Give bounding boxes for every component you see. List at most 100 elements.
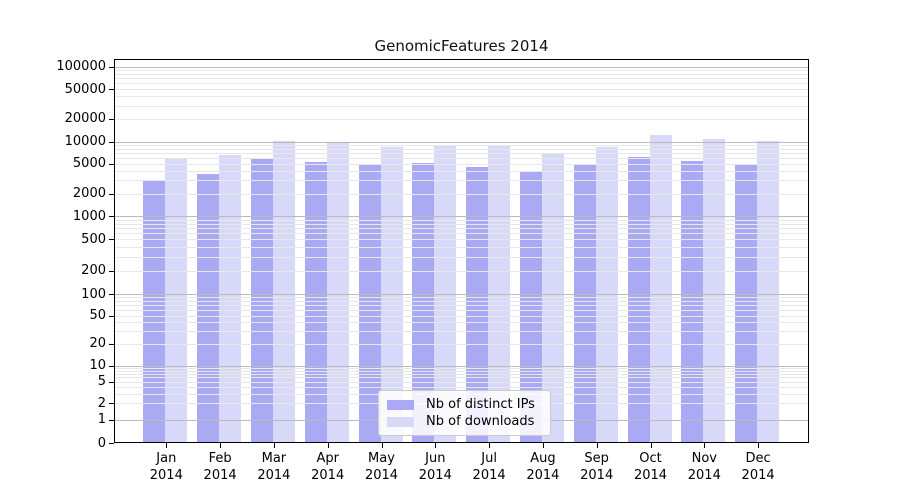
x-tick-mark xyxy=(381,443,383,448)
y-tick-label: 500 xyxy=(81,231,106,247)
bar-distinct-ips-dec xyxy=(735,165,758,443)
y-tick-label: 0 xyxy=(97,435,106,451)
x-tick-mark xyxy=(489,443,491,448)
y-tick-label: 5 xyxy=(97,374,106,390)
x-tick-mark xyxy=(435,443,437,448)
y-tick-mark xyxy=(109,216,114,217)
y-tick-mark xyxy=(109,239,114,241)
bar-distinct-ips-may xyxy=(358,165,381,443)
x-tick-label: Oct 2014 xyxy=(616,450,686,484)
y-tick-mark xyxy=(109,403,114,405)
x-tick-month: Oct xyxy=(639,451,662,466)
x-tick-year: 2014 xyxy=(526,468,560,483)
x-tick-year: 2014 xyxy=(633,468,668,483)
bar-distinct-ips-mar xyxy=(250,158,273,443)
x-tick-label: Feb 2014 xyxy=(185,450,255,484)
x-tick-label: Aug 2014 xyxy=(508,450,578,484)
bar-distinct-ips-oct xyxy=(627,156,650,443)
y-tick-mark xyxy=(109,118,114,120)
bar-downloads-sep xyxy=(595,147,618,443)
x-tick-month: Dec xyxy=(745,451,771,466)
x-tick-mark xyxy=(542,443,544,448)
x-tick-year: 2014 xyxy=(472,468,506,483)
y-tick-mark xyxy=(109,193,114,195)
x-tick-label: Sep 2014 xyxy=(562,450,632,484)
bar-downloads-oct xyxy=(649,135,672,443)
plot-area xyxy=(114,59,809,443)
bar-downloads-nov xyxy=(703,138,726,443)
y-tick-label: 50000 xyxy=(64,81,106,97)
y-tick-mark xyxy=(109,419,114,421)
y-tick-mark xyxy=(109,89,114,91)
y-tick-mark xyxy=(109,66,114,68)
y-tick-mark xyxy=(109,443,114,444)
minor-gridline xyxy=(114,89,809,91)
bar-distinct-ips-feb xyxy=(197,173,220,443)
y-tick-label: 200 xyxy=(81,263,106,279)
legend-swatch-distinct-ips xyxy=(387,399,414,410)
y-tick-mark xyxy=(109,163,114,165)
bar-distinct-ips-jun xyxy=(412,162,435,443)
x-tick-mark xyxy=(166,443,168,448)
minor-gridline xyxy=(114,73,809,75)
x-tick-mark xyxy=(758,443,760,448)
bar-downloads-jan xyxy=(165,158,188,443)
x-tick-label: Jan 2014 xyxy=(131,450,201,484)
x-tick-label: Jul 2014 xyxy=(454,450,524,484)
x-tick-label: May 2014 xyxy=(347,450,417,484)
chart-title: GenomicFeatures 2014 xyxy=(374,37,549,55)
minor-gridline xyxy=(114,69,809,71)
bar-downloads-apr xyxy=(326,141,349,443)
minor-gridline xyxy=(114,105,809,107)
bar-distinct-ips-jan xyxy=(143,179,166,443)
bar-downloads-mar xyxy=(272,141,295,443)
legend: Nb of distinct IPs Nb of downloads xyxy=(378,390,551,436)
x-tick-mark xyxy=(596,443,598,448)
x-tick-month: Aug xyxy=(530,451,556,466)
x-tick-month: Mar xyxy=(261,451,287,466)
y-tick-mark xyxy=(109,365,114,367)
minor-gridline xyxy=(114,83,809,85)
x-tick-month: Sep xyxy=(584,451,609,466)
legend-row-distinct-ips: Nb of distinct IPs xyxy=(387,396,542,413)
y-tick-label: 50 xyxy=(89,308,106,324)
bar-distinct-ips-apr xyxy=(304,162,327,443)
x-tick-mark xyxy=(273,443,275,448)
x-tick-year: 2014 xyxy=(364,468,399,483)
x-tick-year: 2014 xyxy=(418,468,452,483)
y-tick-label: 20000 xyxy=(64,111,106,127)
x-tick-label: Mar 2014 xyxy=(239,450,309,484)
legend-row-downloads: Nb of downloads xyxy=(387,413,542,430)
x-tick-label: Nov 2014 xyxy=(669,450,739,484)
x-tick-month: Jul xyxy=(481,451,497,466)
x-tick-mark xyxy=(220,443,222,448)
x-tick-mark xyxy=(650,443,652,448)
y-tick-label: 5000 xyxy=(72,156,106,172)
x-tick-year: 2014 xyxy=(741,468,775,483)
y-tick-mark xyxy=(109,343,114,345)
x-tick-label: Jun 2014 xyxy=(400,450,470,484)
x-tick-year: 2014 xyxy=(149,468,183,483)
x-tick-mark xyxy=(704,443,706,448)
x-tick-year: 2014 xyxy=(257,468,291,483)
y-tick-mark xyxy=(109,141,114,143)
y-tick-label: 2000 xyxy=(72,186,106,202)
y-tick-label: 20 xyxy=(89,336,106,352)
x-tick-year: 2014 xyxy=(580,468,614,483)
legend-label-distinct-ips: Nb of distinct IPs xyxy=(426,397,535,412)
x-tick-year: 2014 xyxy=(311,468,345,483)
y-tick-mark xyxy=(109,294,114,295)
legend-swatch-downloads xyxy=(387,416,414,427)
x-tick-month: Jan xyxy=(156,451,177,466)
y-tick-label: 2 xyxy=(97,395,106,411)
y-tick-mark xyxy=(109,381,114,383)
x-tick-month: Feb xyxy=(208,451,232,466)
y-tick-label: 100 xyxy=(81,286,106,302)
minor-gridline xyxy=(114,78,809,80)
x-tick-month: May xyxy=(368,451,395,466)
y-tick-mark xyxy=(109,270,114,272)
x-tick-mark xyxy=(327,443,329,448)
y-tick-label: 1 xyxy=(97,412,106,427)
y-tick-mark xyxy=(109,315,114,317)
